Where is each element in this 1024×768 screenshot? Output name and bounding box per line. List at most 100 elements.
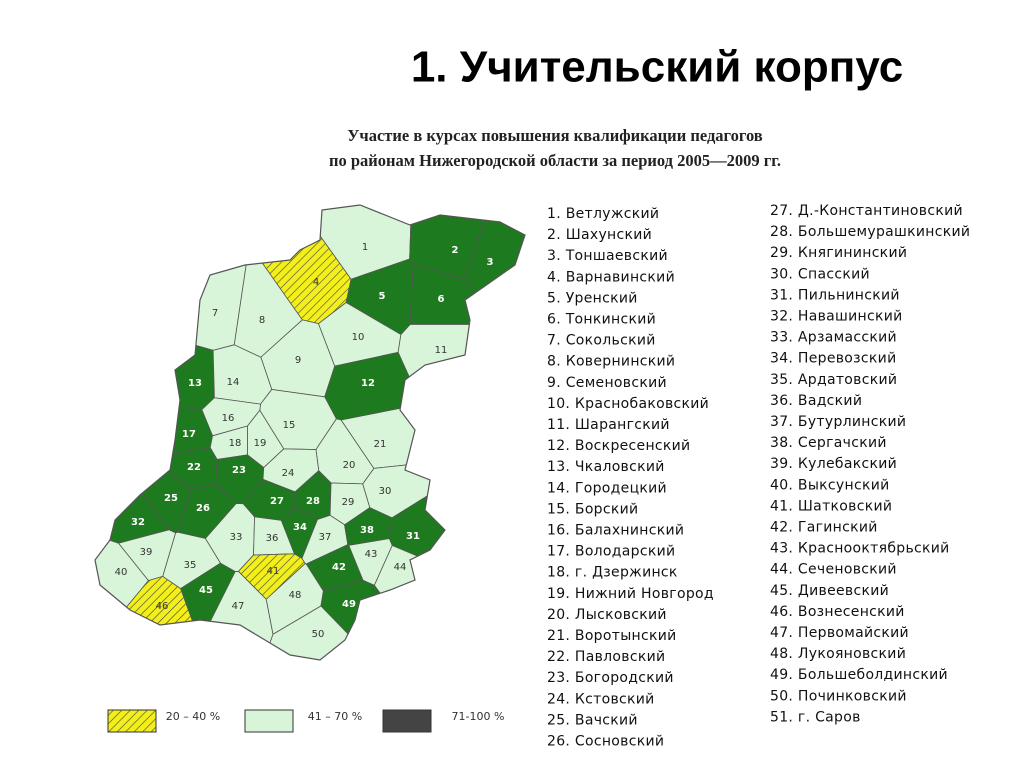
district-item: 28. Большемурашкинский	[770, 224, 970, 240]
region-label: 7	[212, 308, 218, 319]
region-label: 9	[295, 355, 301, 366]
region-label: 11	[435, 345, 448, 356]
district-item: 18. г. Дзержинск	[547, 565, 678, 581]
district-item: 50. Починковский	[770, 688, 907, 704]
region-label: 49	[342, 599, 356, 610]
district-item: 39. Кулебакский	[770, 456, 897, 472]
region-label: 30	[379, 486, 392, 497]
district-item: 44. Сеченовский	[770, 562, 897, 578]
region-label: 50	[312, 629, 325, 640]
district-item: 8. Ковернинский	[547, 354, 675, 370]
region-label: 6	[438, 294, 445, 305]
region-label: 45	[199, 585, 213, 596]
region	[464, 205, 525, 360]
region-label: 40	[115, 567, 128, 578]
region-label: 27	[270, 496, 284, 507]
district-item: 23. Богородский	[547, 670, 674, 686]
map-outline	[94, 204, 526, 661]
district-item: 30. Спасский	[770, 266, 870, 282]
district-item: 38. Сергачский	[770, 435, 887, 451]
district-item: 14. Городецкий	[547, 480, 667, 496]
region-label: 5	[379, 291, 386, 302]
region-label: 46	[156, 601, 169, 612]
region-label: 2	[452, 245, 459, 256]
district-item: 6. Тонкинский	[547, 312, 656, 328]
district-item: 7. Сокольский	[547, 333, 656, 349]
region-label: 33	[230, 532, 243, 543]
district-item: 11. Шарангский	[547, 417, 670, 433]
district-item: 10. Краснобаковский	[547, 396, 709, 412]
region-label: 4	[313, 277, 319, 288]
district-item: 29. Княгининский	[770, 245, 907, 261]
district-item: 37. Бутурлинский	[770, 414, 906, 430]
region-label: 36	[266, 533, 279, 544]
region-label: 18	[229, 438, 242, 449]
district-item: 24. Кстовский	[547, 691, 655, 707]
district-item: 31. Пильнинский	[770, 287, 900, 303]
region-label: 10	[352, 332, 365, 343]
district-item: 16. Балахнинский	[547, 523, 684, 539]
region-label: 47	[232, 601, 245, 612]
legend-label: 71-100 %	[452, 710, 505, 723]
region-label: 39	[140, 547, 153, 558]
district-item: 13. Чкаловский	[547, 459, 665, 475]
district-item: 51. г. Саров	[770, 709, 861, 725]
region-label: 42	[332, 562, 346, 573]
district-item: 22. Павловский	[547, 649, 665, 665]
regions	[95, 205, 525, 660]
district-item: 34. Перевозский	[770, 351, 896, 367]
district-item: 32. Навашинский	[770, 309, 903, 325]
map-title: по районам Нижегородской области за пери…	[329, 151, 781, 170]
district-item: 3. Тоншаевский	[547, 248, 668, 264]
district-item: 4. Варнавинский	[547, 269, 675, 285]
region-label: 34	[293, 522, 307, 533]
district-item: 19. Нижний Новгород	[547, 586, 714, 602]
district-item: 20. Лысковский	[547, 607, 667, 623]
region-label: 16	[222, 413, 235, 424]
district-item: 45. Дивеевский	[770, 583, 889, 599]
district-item: 49. Большеболдинский	[770, 667, 948, 683]
legend-swatch	[107, 709, 157, 733]
district-item: 35. Ардатовский	[770, 372, 897, 388]
region-label: 28	[306, 496, 320, 507]
district-item: 48. Лукояновский	[770, 646, 906, 662]
region-label: 37	[319, 532, 332, 543]
region-label: 13	[188, 378, 202, 389]
district-item: 33. Арзамасский	[770, 330, 897, 346]
district-item: 46. Вознесенский	[770, 604, 905, 620]
region	[95, 205, 250, 351]
region-label: 23	[232, 465, 246, 476]
map-title: Участие в курсах повышения квалификации …	[347, 126, 763, 145]
district-item: 9. Семеновский	[547, 375, 667, 391]
region-label: 44	[394, 562, 407, 573]
region-label: 32	[131, 517, 145, 528]
district-item: 36. Вадский	[770, 393, 862, 409]
region-label: 43	[365, 549, 378, 560]
district-item: 17. Володарский	[547, 544, 675, 560]
region	[397, 324, 525, 464]
region-label: 1	[362, 242, 368, 253]
legend-swatch	[382, 709, 432, 733]
legend-label: 41 – 70 %	[308, 710, 362, 723]
region-label: 20	[343, 460, 356, 471]
region-label: 19	[254, 438, 267, 449]
district-item: 42. Гагинский	[770, 520, 878, 536]
region-label: 22	[187, 462, 201, 473]
region-label: 29	[342, 497, 355, 508]
legend-label: 20 – 40 %	[166, 710, 220, 723]
district-item: 47. Первомайский	[770, 625, 909, 641]
region-label: 17	[182, 429, 196, 440]
district-item: 26. Сосновский	[547, 734, 664, 750]
region-label: 8	[259, 315, 265, 326]
region-label: 26	[196, 503, 210, 514]
region-label: 48	[289, 590, 302, 601]
legend-swatch	[244, 709, 294, 733]
region-label: 25	[164, 493, 178, 504]
district-item: 15. Борский	[547, 501, 638, 517]
district-item: 40. Выксунский	[770, 477, 890, 493]
district-item: 12. Воскресенский	[547, 438, 690, 454]
district-item: 5. Уренский	[547, 290, 638, 306]
region-label: 21	[374, 439, 387, 450]
